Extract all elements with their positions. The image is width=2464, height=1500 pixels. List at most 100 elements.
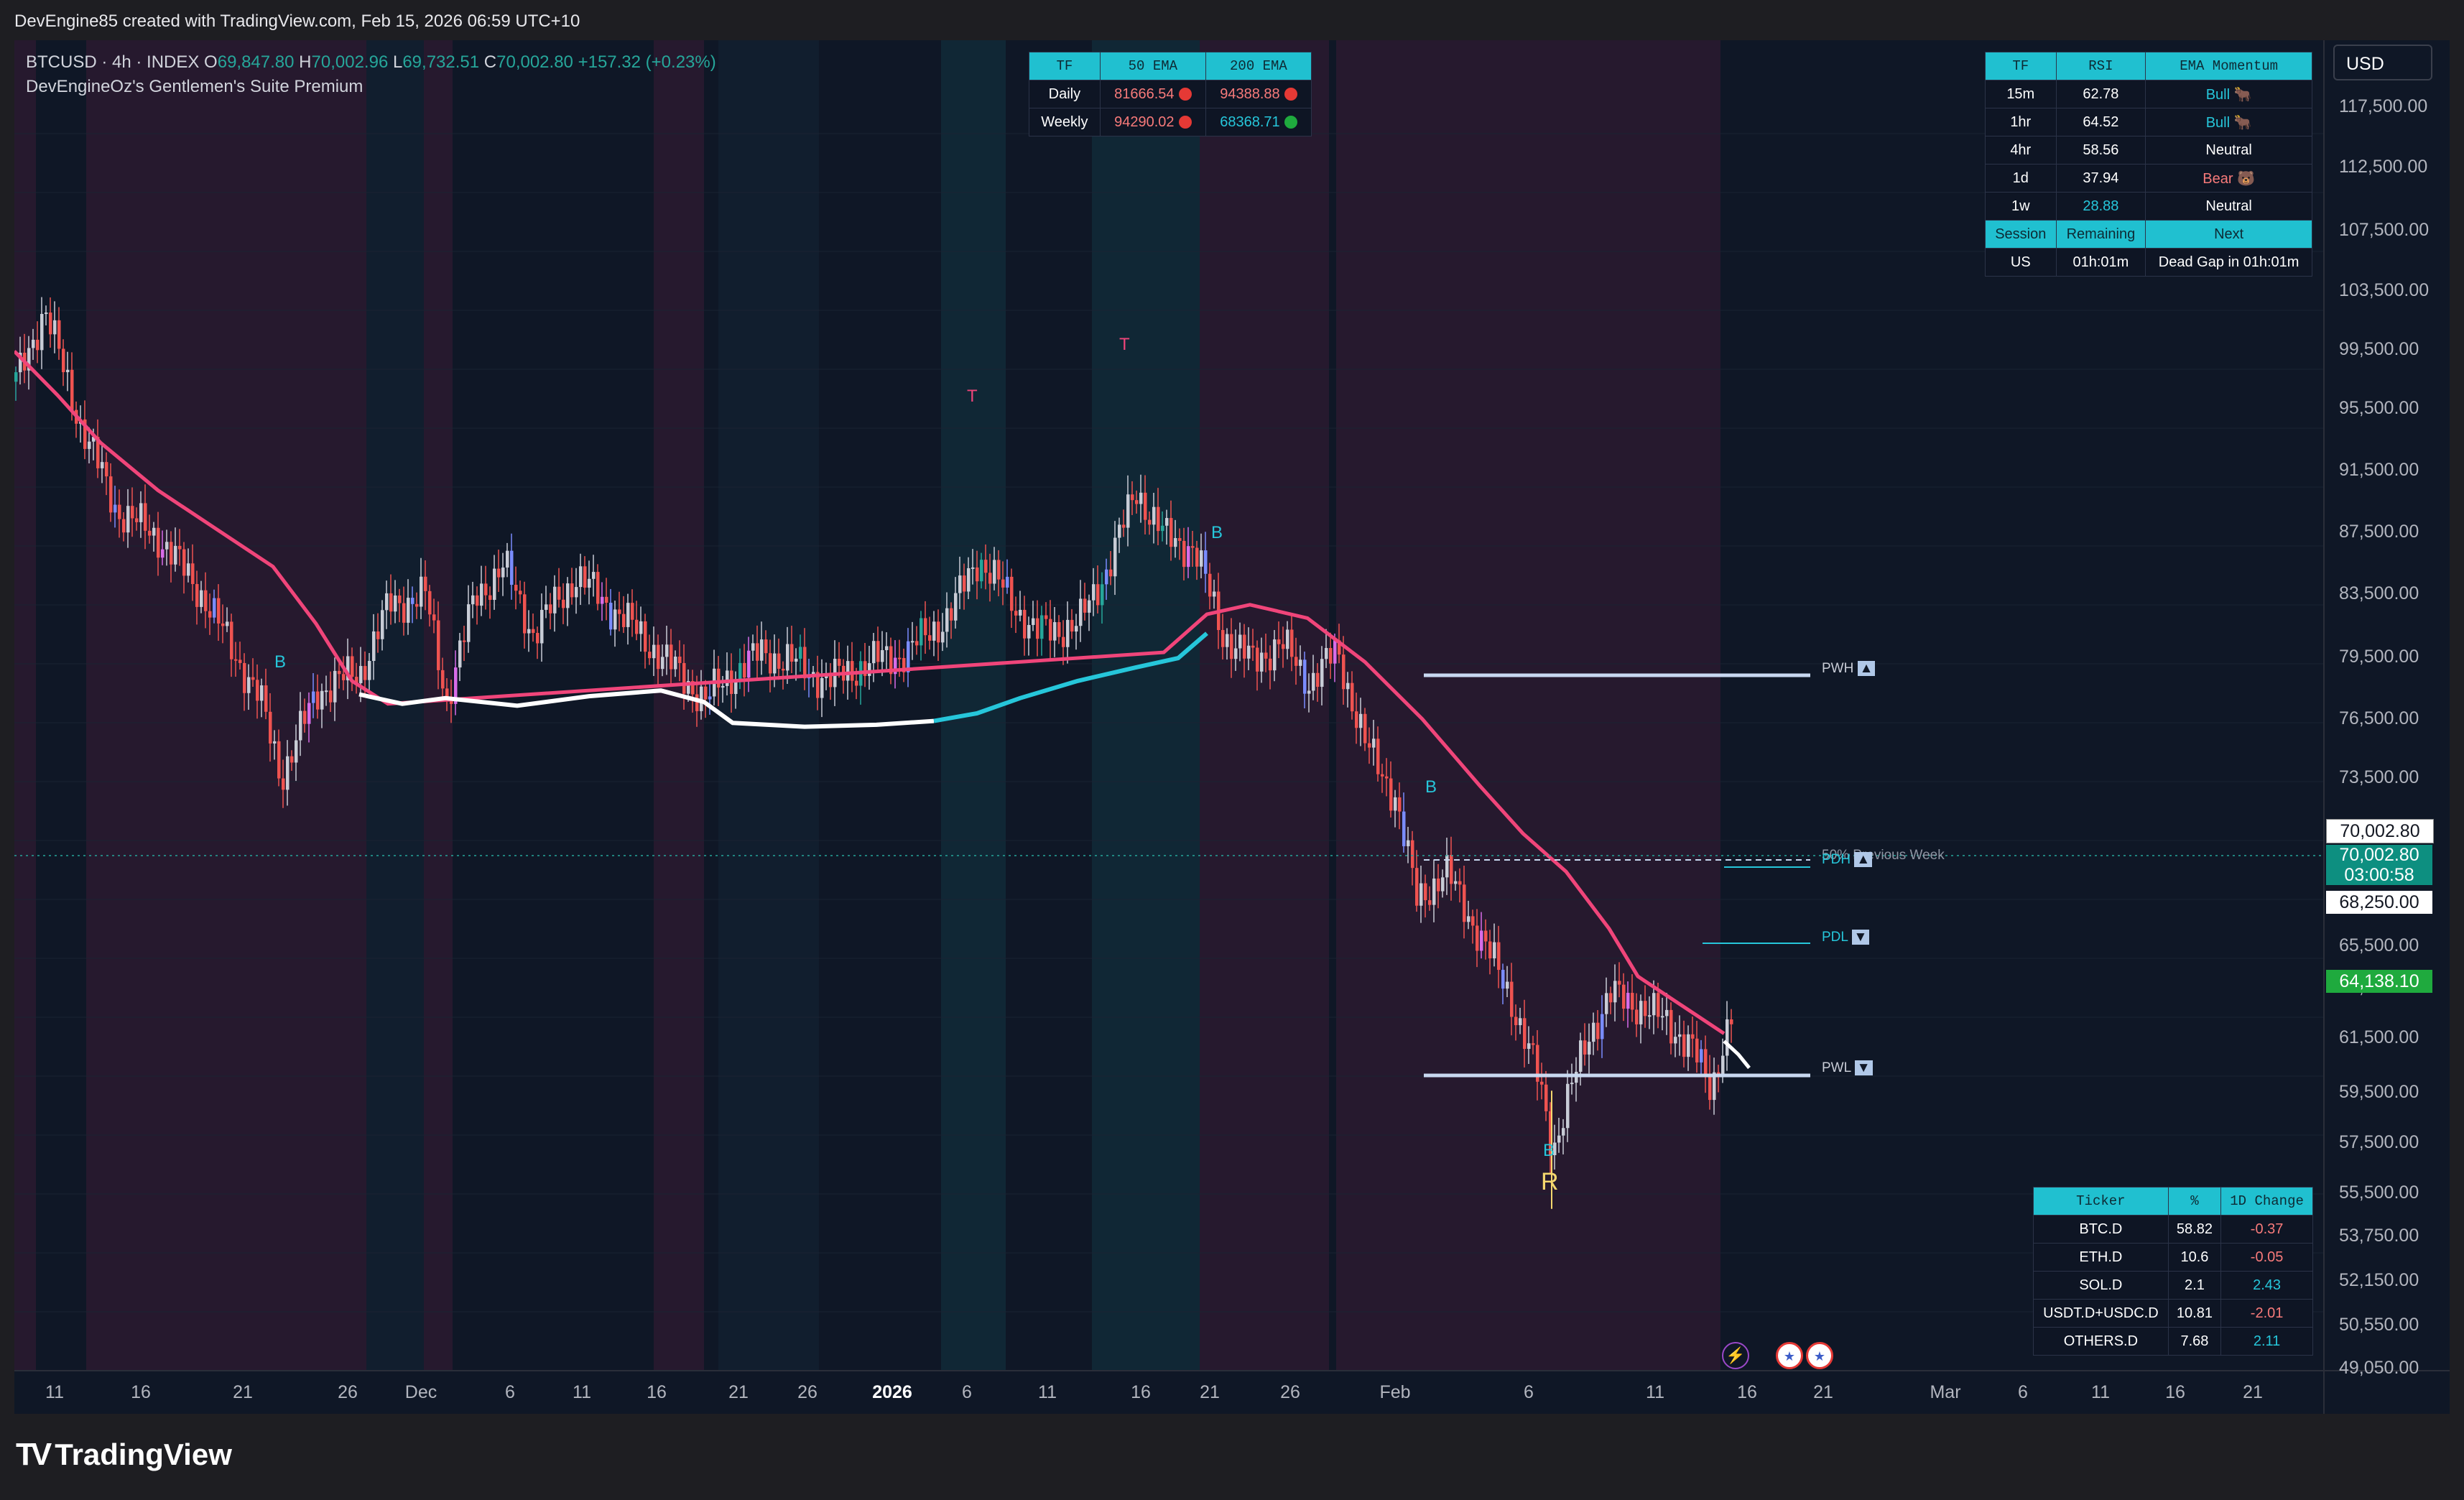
candle-body	[523, 594, 527, 634]
candle-body	[83, 419, 87, 449]
time-tick-label: 6	[1524, 1382, 1534, 1402]
candle-body	[872, 641, 876, 664]
candle-body	[596, 572, 600, 604]
currency-selector[interactable]: USD	[2333, 45, 2432, 80]
price-tick-label: 52,150.00	[2339, 1270, 2419, 1290]
us-flag-icon[interactable]: ★	[1776, 1342, 1803, 1369]
session-band	[1336, 40, 1720, 1371]
time-tick-label: 6	[505, 1382, 515, 1402]
candle-body	[1079, 598, 1083, 626]
candle-body	[1243, 634, 1246, 659]
candle-body	[820, 677, 824, 698]
candle-body	[109, 476, 113, 513]
candle-body	[14, 372, 18, 382]
candle-body	[402, 603, 406, 623]
candle-body	[144, 503, 147, 531]
candle-body	[282, 778, 285, 790]
tradingview-logo[interactable]: TV TradingView	[16, 1437, 232, 1473]
tradingview-mark-icon: TV	[16, 1437, 52, 1472]
candle-body	[532, 629, 535, 634]
candle-body	[605, 596, 608, 603]
candle-body	[273, 741, 277, 744]
candle-body	[312, 691, 315, 703]
price-tick-label: 59,500.00	[2339, 1082, 2419, 1102]
candle-body	[1230, 634, 1233, 659]
time-tick-label: 16	[1131, 1382, 1151, 1402]
us-flag-icon[interactable]: ★	[1806, 1342, 1833, 1369]
candle-body	[514, 585, 518, 591]
ema-header-tf: TF	[1029, 52, 1101, 80]
candle-body	[756, 643, 759, 661]
candle-body	[941, 631, 945, 643]
momentum-value: Bull 🐂	[2145, 108, 2312, 136]
table-row: BTC.D 58.82 -0.37	[2033, 1215, 2313, 1244]
candle-body	[1213, 591, 1216, 597]
price-tick-label: 87,500.00	[2339, 522, 2419, 542]
candle-body	[428, 591, 432, 615]
candle-body	[932, 621, 936, 641]
candle-body	[1066, 619, 1070, 647]
dom-pct: 58.82	[2167, 1215, 2222, 1244]
red-dot-icon	[1284, 87, 1297, 101]
indicator-name[interactable]: DevEngineOz's Gentlemen's Suite Premium	[26, 77, 363, 96]
lightning-icon[interactable]: ⚡	[1722, 1342, 1749, 1369]
candle-body	[648, 652, 652, 659]
candle-body	[441, 670, 445, 689]
table-row: 1hr 64.52 Bull 🐂	[1985, 108, 2312, 136]
candle-body	[747, 650, 751, 678]
candle-body	[1713, 1072, 1716, 1101]
candle-body	[1238, 634, 1242, 649]
dom-header-pct: %	[2167, 1187, 2222, 1216]
candle-body	[1105, 569, 1108, 585]
candle-body	[1402, 811, 1406, 846]
symbol-label[interactable]: BTCUSD · 4h · INDEX	[26, 52, 200, 72]
candle-body	[27, 348, 31, 371]
remaining-header: Remaining	[2055, 220, 2146, 249]
candle-body	[1139, 492, 1143, 504]
candle-body	[575, 587, 578, 598]
candle-body	[1700, 1049, 1703, 1062]
price-tick-label: 57,500.00	[2339, 1132, 2419, 1152]
candle-body	[1566, 1083, 1570, 1129]
candle-body	[1678, 1034, 1682, 1037]
candle-body	[415, 603, 419, 607]
time-tick-label: 11	[2091, 1382, 2110, 1402]
candle-body	[1601, 1014, 1604, 1040]
candle-body	[1359, 713, 1363, 728]
candle-body	[467, 604, 471, 642]
candle-body	[1264, 652, 1268, 659]
rsi-value: 28.88	[2055, 192, 2146, 221]
candle-body	[238, 659, 242, 663]
candle-body	[329, 690, 333, 703]
candle-body	[122, 519, 126, 533]
candle-body	[678, 657, 682, 663]
candle-body	[1376, 739, 1380, 774]
candle-body	[1471, 916, 1475, 926]
last-price-badge: 70,002.80	[2326, 819, 2434, 843]
brand-name: TradingView	[55, 1438, 232, 1471]
candle-body	[592, 572, 596, 579]
candle-body	[1583, 1040, 1587, 1055]
candle-body	[1131, 494, 1134, 501]
candle-body	[631, 603, 634, 620]
bar-countdown: 03:00:58	[2344, 865, 2414, 885]
candle-body	[1450, 855, 1453, 884]
candle-body	[1144, 492, 1147, 520]
candle-body	[368, 661, 371, 680]
candle-body	[1040, 615, 1044, 639]
candle-body	[1605, 993, 1608, 1014]
candle-body	[1532, 1043, 1535, 1045]
candle-body	[1045, 615, 1048, 619]
time-tick-label: Mar	[1930, 1382, 1961, 1402]
candle-body	[1234, 648, 1238, 659]
ema-table: TF 50 EMA 200 EMA Daily 81666.54 94388.8…	[1029, 52, 1312, 136]
candle-body	[359, 666, 363, 683]
candle-body	[1652, 993, 1656, 1016]
price-chart[interactable]	[14, 40, 2450, 1414]
ema-tf: Weekly	[1029, 108, 1101, 136]
candle-body	[527, 629, 531, 634]
candle-body	[1122, 524, 1126, 528]
price-tick-label: 65,500.00	[2339, 935, 2419, 955]
next-value: Dead Gap in 01h:01m	[2145, 248, 2312, 277]
candle-body	[661, 657, 664, 670]
